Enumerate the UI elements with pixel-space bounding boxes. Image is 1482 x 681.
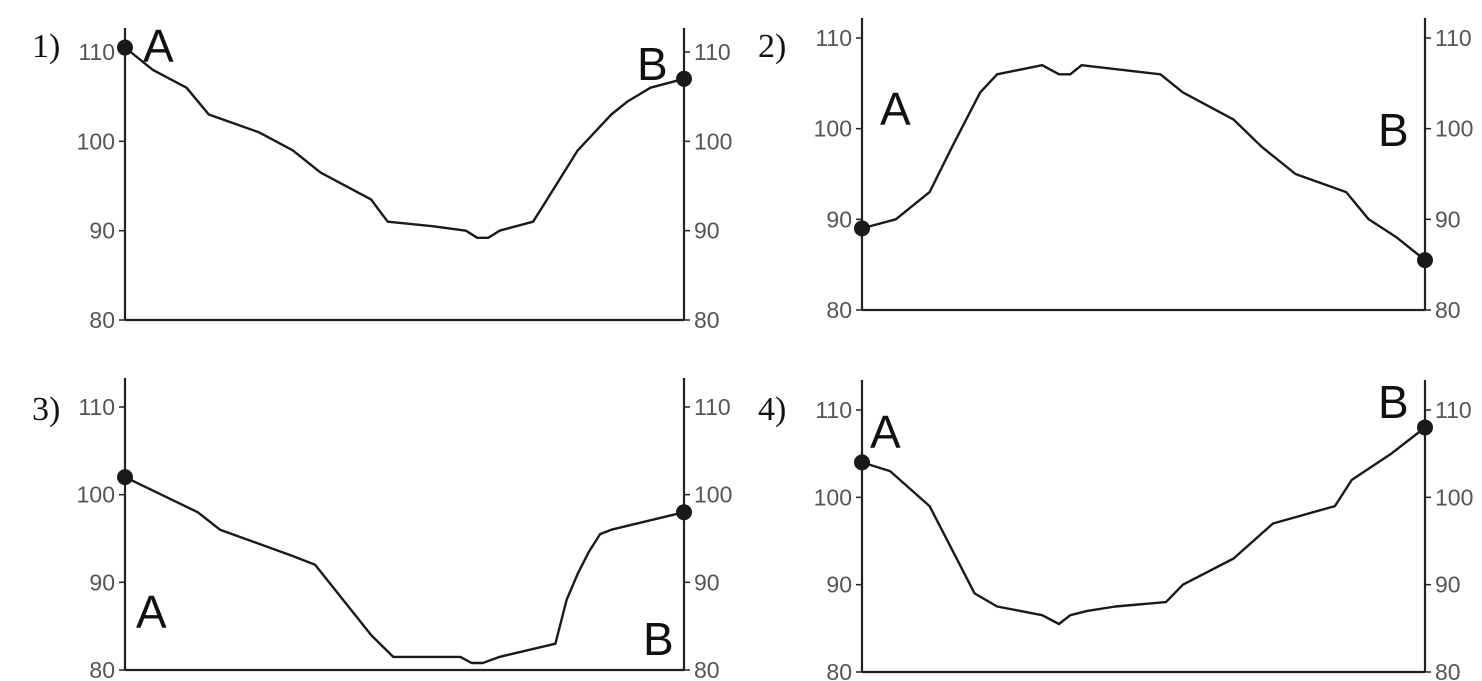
profile-chart-2: 80 80 90 90 100 100 110 110 A B 2) [758, 18, 1473, 323]
point-b-label: B [643, 613, 674, 665]
profile-chart-4: 80 80 90 90 100 100 110 110 A B 4) [758, 376, 1473, 681]
point-a-marker [117, 469, 133, 486]
point-b-label: B [637, 38, 668, 90]
profile-line [861, 426, 1426, 626]
point-a-marker [117, 39, 133, 56]
panel-number: 2) [758, 28, 786, 65]
point-a-marker [854, 454, 870, 471]
left-tick-label: 110 [78, 39, 115, 65]
profile-chart-1: 80 80 90 90 100 100 110 110 A B 1) [32, 20, 732, 333]
point-a-label: A [143, 20, 174, 72]
left-tick-label: 90 [89, 569, 115, 595]
point-a-label: A [136, 586, 167, 638]
left-tick-label: 100 [814, 116, 852, 142]
left-tick-label: 100 [77, 128, 115, 154]
left-tick-label: 100 [77, 482, 115, 508]
point-b-marker [1417, 252, 1433, 269]
profile-line [124, 46, 685, 239]
left-tick-label: 80 [826, 659, 852, 681]
right-tick-label: 100 [694, 128, 732, 154]
right-tick-label: 90 [694, 218, 720, 244]
right-tick-label: 100 [1435, 484, 1473, 510]
point-b-label: B [1378, 376, 1409, 428]
panel-number: 4) [758, 391, 786, 428]
left-tick-label: 90 [89, 218, 115, 244]
panel-number: 3) [32, 391, 60, 428]
left-tick-label: 80 [89, 307, 115, 333]
point-a-label: A [870, 406, 901, 458]
right-tick-label: 100 [694, 482, 732, 508]
profile-chart-3: 80 80 90 90 100 100 110 110 A B 3) [32, 378, 732, 681]
right-tick-label: 90 [1435, 206, 1461, 232]
left-tick-label: 110 [78, 394, 115, 420]
left-tick-label: 90 [826, 206, 852, 232]
right-tick-label: 100 [1435, 116, 1473, 142]
point-a-marker [854, 220, 870, 237]
point-a-label: A [880, 83, 911, 135]
right-tick-label: 80 [1435, 659, 1461, 681]
point-b-marker [1417, 419, 1433, 436]
left-tick-label: 110 [815, 25, 852, 51]
right-tick-label: 110 [694, 394, 731, 420]
left-tick-label: 80 [826, 297, 852, 323]
left-tick-label: 90 [826, 572, 852, 598]
right-tick-label: 110 [694, 39, 731, 65]
left-tick-label: 80 [89, 657, 115, 681]
right-tick-label: 110 [1435, 25, 1472, 51]
left-tick-label: 100 [814, 484, 852, 510]
right-tick-label: 80 [694, 657, 720, 681]
panel-number: 1) [32, 28, 60, 65]
point-b-label: B [1378, 104, 1409, 156]
right-tick-label: 80 [694, 307, 720, 333]
right-tick-label: 90 [694, 569, 720, 595]
left-tick-label: 110 [815, 397, 852, 423]
point-b-marker [676, 70, 692, 87]
right-tick-label: 80 [1435, 297, 1461, 323]
right-tick-label: 90 [1435, 572, 1461, 598]
right-tick-label: 110 [1435, 397, 1472, 423]
profile-line [861, 64, 1426, 262]
point-b-marker [676, 504, 692, 521]
profile-line [124, 476, 685, 665]
